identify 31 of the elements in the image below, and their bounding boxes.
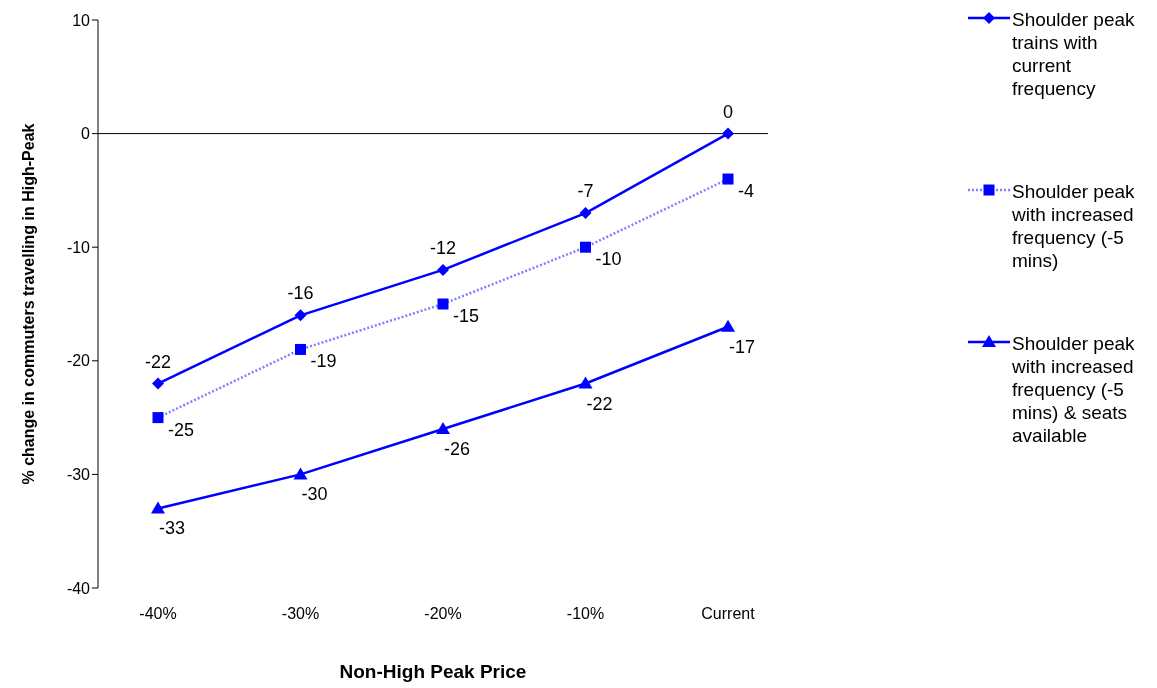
data-label: -12 [429,237,457,258]
x-axis-title: Non-High Peak Price [339,661,527,682]
y-tick-label: 0 [81,125,91,143]
data-label: -33 [158,518,186,539]
data-label: 0 [722,101,734,122]
y-tick-label: -30 [66,466,91,484]
data-label: -19 [310,351,337,372]
data-label: -16 [287,283,314,304]
x-tick-label: -30% [281,605,320,623]
data-label: -7 [577,181,594,202]
legend-label: Shoulder peak with increased frequency (-5 mins) & seats available [1012,332,1136,447]
data-label: -17 [728,336,756,357]
data-label: -22 [144,351,172,372]
legend-label: Shoulder peak with increased frequency (-5 mins) [1012,180,1136,272]
data-label: -25 [168,419,195,440]
x-tick-label: Current [701,605,756,623]
legend-label: Shoulder peak trains with current frequency [1012,8,1136,100]
data-label: -30 [301,484,328,505]
y-tick-label: 10 [72,11,91,29]
data-label: -10 [595,249,622,270]
y-tick-label: -10 [66,238,91,256]
y-tick-label: -40 [66,579,91,597]
y-tick-label: -20 [66,352,91,370]
data-label: -4 [738,181,755,202]
data-label: -22 [586,393,613,414]
x-tick-label: -10% [566,605,605,623]
data-label: -15 [453,306,480,326]
y-axis-title: % change in commuters travelling in High-Peak [19,123,37,485]
x-tick-label: -40% [139,605,177,623]
x-tick-label: -20% [424,605,462,623]
data-label: -26 [443,438,471,459]
